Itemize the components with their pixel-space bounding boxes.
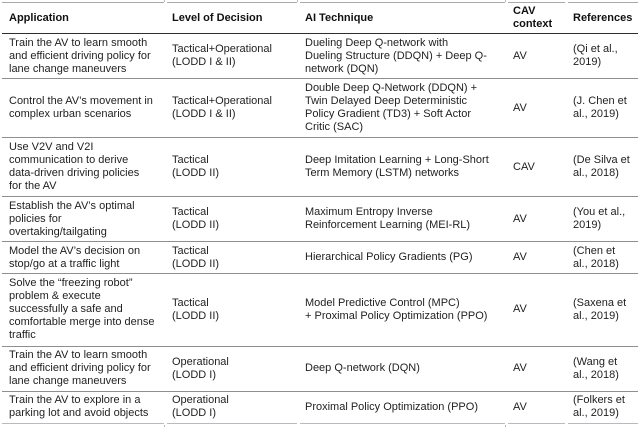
column-header-ai-technique: AI Technique — [298, 2, 506, 34]
column-header-cav-context: CAV context — [506, 2, 566, 34]
border-tick — [164, 425, 165, 427]
cell-ai-technique: Double Deep Q-Network (DDQN) + Twin Dela… — [298, 78, 506, 139]
border-tick — [297, 0, 298, 2]
rule-gap — [297, 2, 300, 3]
cell-cav-context: AV — [506, 273, 566, 347]
table-row: Train the AV to explore in a parking lot… — [2, 391, 638, 425]
cell-ai-technique: Dueling Deep Q-network with Dueling Stru… — [298, 33, 506, 80]
rule-gap — [164, 2, 167, 3]
cell-application: Train the AV to learn smooth and efficie… — [2, 346, 165, 392]
cell-cav-context: AV — [506, 78, 566, 139]
rule-gap — [505, 423, 508, 424]
cell-ai-technique: Proximal Policy Optimization (PPO) — [298, 391, 506, 425]
table-row: Solve the “freezing robot” problem & exe… — [2, 273, 638, 347]
cell-references: (Qi et al., 2019) — [566, 33, 638, 80]
cell-ai-technique: Deep Imitation Learning + Long-Short Ter… — [298, 137, 506, 197]
cell-references: (Folkers et al., 2019) — [566, 391, 638, 425]
cell-level-of-decision: Tactical+Operational (LODD I & II) — [165, 78, 298, 139]
rule-gap — [297, 423, 300, 424]
table-row: Establish the AV’s optimal policies for … — [2, 196, 638, 243]
table-row: Control the AV’s movement in complex urb… — [2, 78, 638, 139]
cell-cav-context: AV — [506, 196, 566, 243]
cell-cav-context: AV — [506, 241, 566, 275]
table-row: Train the AV to learn smooth and efficie… — [2, 33, 638, 80]
column-header-application: Application — [2, 2, 165, 34]
cell-references: (Saxena et al., 2019) — [566, 273, 638, 347]
cell-references: (Chen et al., 2018) — [566, 241, 638, 275]
cell-level-of-decision: Tactical+Operational (LODD I & II) — [165, 33, 298, 80]
column-header-references: References — [566, 2, 638, 34]
cell-application: Model the AV’s decision on stop/go at a … — [2, 241, 165, 275]
rule-gap — [565, 423, 568, 424]
cell-ai-technique: Deep Q-network (DQN) — [298, 346, 506, 392]
cell-level-of-decision: Operational (LODD I) — [165, 346, 298, 392]
rule-gap — [565, 2, 568, 3]
column-header-level-of-decision: Level of Decision — [165, 2, 298, 34]
cell-level-of-decision: Tactical (LODD II) — [165, 273, 298, 347]
cell-application: Use V2V and V2I communication to derive … — [2, 137, 165, 197]
table-row: Model the AV’s decision on stop/go at a … — [2, 241, 638, 275]
cell-references: (Wang et al., 2018) — [566, 346, 638, 392]
rule-gap — [164, 423, 167, 424]
cell-references: (J. Chen et al., 2019) — [566, 78, 638, 139]
cell-application: Train the AV to explore in a parking lot… — [2, 391, 165, 425]
cell-application: Control the AV’s movement in complex urb… — [2, 78, 165, 139]
cell-application: Establish the AV’s optimal policies for … — [2, 196, 165, 243]
cell-level-of-decision: Tactical (LODD II) — [165, 196, 298, 243]
cell-references: (You et al., 2019) — [566, 196, 638, 243]
cell-references: (De Silva et al., 2018) — [566, 137, 638, 197]
table-header-row: Application Level of Decision AI Techniq… — [2, 2, 638, 34]
cell-ai-technique: Maximum Entropy Inverse Reinforcement Le… — [298, 196, 506, 243]
border-tick — [164, 0, 165, 2]
table-row: Train the AV to learn smooth and efficie… — [2, 346, 638, 392]
cell-cav-context: CAV — [506, 137, 566, 197]
cell-application: Train the AV to learn smooth and efficie… — [2, 33, 165, 80]
cell-cav-context: AV — [506, 391, 566, 425]
cell-level-of-decision: Operational (LODD I) — [165, 391, 298, 425]
cell-cav-context: AV — [506, 33, 566, 80]
cell-cav-context: AV — [506, 346, 566, 392]
cell-application: Solve the “freezing robot” problem & exe… — [2, 273, 165, 347]
cell-ai-technique: Hierarchical Policy Gradients (PG) — [298, 241, 506, 275]
cell-level-of-decision: Tactical (LODD II) — [165, 137, 298, 197]
rule-gap — [505, 2, 508, 3]
cell-level-of-decision: Tactical (LODD II) — [165, 241, 298, 275]
border-tick — [505, 0, 506, 2]
table-row: Use V2V and V2I communication to derive … — [2, 137, 638, 197]
cell-ai-technique: Model Predictive Control (MPC) + Proxima… — [298, 273, 506, 347]
border-tick — [505, 425, 506, 427]
